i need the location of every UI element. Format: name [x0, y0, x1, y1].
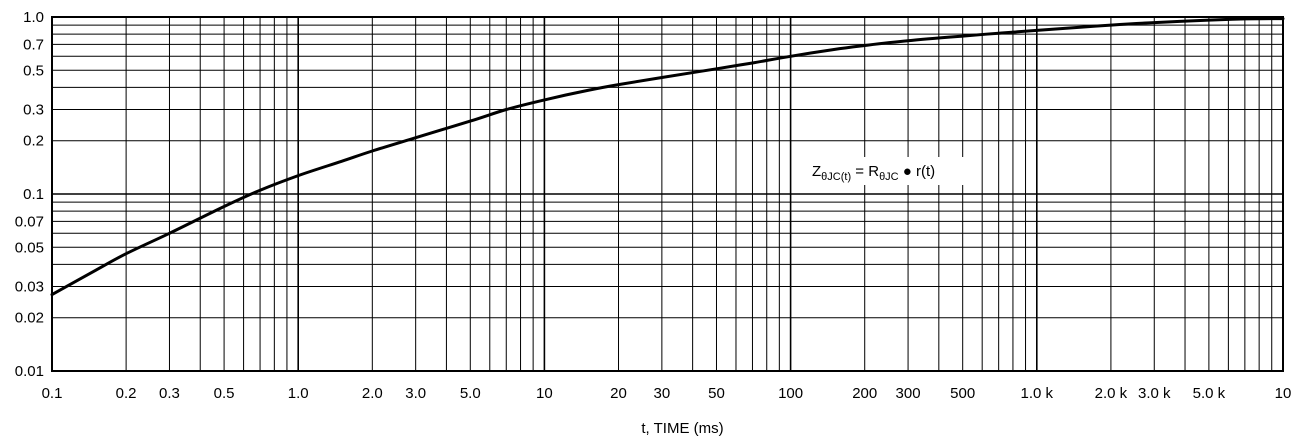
x-tick-label: 3.0 — [405, 385, 426, 402]
x-tick-label: 2.0 k — [1095, 385, 1128, 402]
x-tick-label: 5.0 — [460, 385, 481, 402]
y-tick-labels: 1.0 0.7 0.5 0.3 0.2 0.1 0.07 0.05 0.03 0.02 0.01 — [15, 9, 44, 380]
y-tick-label: 0.7 — [23, 36, 44, 53]
x-tick-label: 10 — [1275, 385, 1292, 402]
x-tick-label: 0.1 — [42, 385, 63, 402]
formula-equals-r: = R — [851, 163, 879, 180]
x-tick-label: 0.5 — [214, 385, 235, 402]
y-tick-label: 0.1 — [23, 186, 44, 203]
x-tick-label: 100 — [778, 385, 803, 402]
x-tick-label: 30 — [654, 385, 671, 402]
x-tick-label: 200 — [852, 385, 877, 402]
y-tick-label: 0.02 — [15, 310, 44, 327]
x-tick-label: 0.3 — [159, 385, 180, 402]
formula-text: ZθJC(t) = RθJC ● r(t) — [812, 163, 935, 183]
y-tick-label: 0.05 — [15, 239, 44, 256]
x-tick-label: 20 — [610, 385, 627, 402]
y-tick-label: 0.5 — [23, 62, 44, 79]
formula-annotation: ZθJC(t) = RθJC ● r(t) — [800, 157, 968, 185]
x-tick-label: 2.0 — [362, 385, 383, 402]
plot-frame — [51, 16, 1284, 372]
formula-annotation-background — [800, 157, 968, 185]
x-tick-label: 5.0 k — [1193, 385, 1226, 402]
y-tick-label: 0.3 — [23, 102, 44, 119]
y-tick-label: 0.03 — [15, 279, 44, 296]
formula-sub-thetajc-t: θJC(t) — [821, 171, 851, 183]
y-tick-label: 0.01 — [15, 363, 44, 380]
formula-sub-thetajc: θJC — [879, 171, 899, 183]
x-tick-label: 1.0 k — [1021, 385, 1054, 402]
x-axis-label: t, TIME (ms) — [641, 420, 723, 437]
x-tick-label: 10 — [536, 385, 553, 402]
response-curve — [50, 17, 1285, 297]
x-tick-label: 3.0 k — [1138, 385, 1171, 402]
x-tick-labels: 0.1 0.2 0.3 0.5 1.0 2.0 3.0 5.0 10 20 30 50 100 200 30… — [42, 385, 1292, 402]
x-tick-label: 500 — [950, 385, 975, 402]
x-tick-label: 300 — [896, 385, 921, 402]
y-tick-label: 0.07 — [15, 213, 44, 230]
formula-times-rt: ● r(t) — [899, 163, 936, 180]
x-tick-label: 50 — [708, 385, 725, 402]
y-tick-label: 1.0 — [23, 9, 44, 26]
formula-z: Z — [812, 163, 821, 180]
plot-grid — [52, 17, 1283, 371]
y-tick-label: 0.2 — [23, 133, 44, 150]
x-tick-label: 0.2 — [116, 385, 137, 402]
x-tick-label: 1.0 — [288, 385, 309, 402]
